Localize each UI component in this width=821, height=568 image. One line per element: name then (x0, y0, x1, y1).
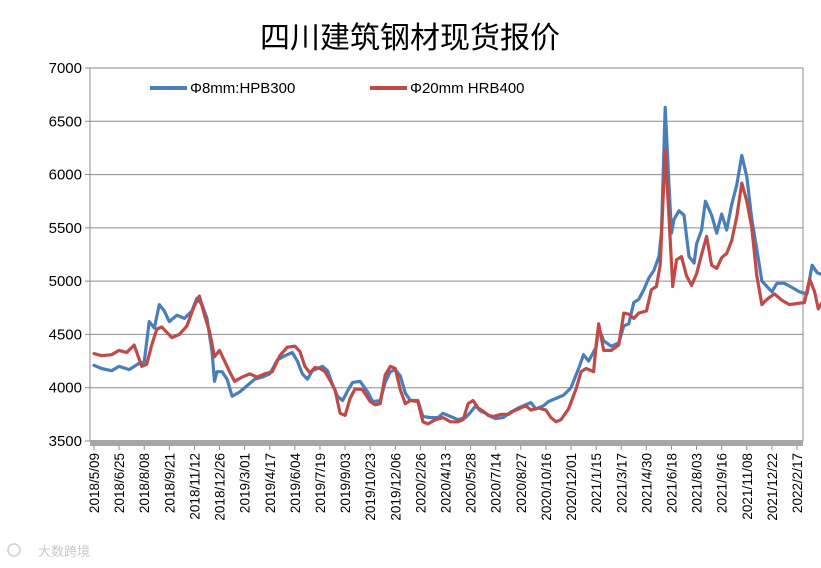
axes: 7000 6500 6000 5500 5000 4500 4000 3500 2018/5/0… (49, 60, 805, 521)
legend: Φ8mm:HPB300 Φ20mm HRB400 (150, 80, 525, 97)
x-tick-label: 2018/9/21 (162, 453, 177, 513)
legend-label-series-2: Φ20mm HRB400 (410, 80, 525, 97)
x-tick-label: 2019/9/03 (338, 453, 353, 513)
x-tick-label: 2019/7/19 (313, 453, 328, 513)
watermark-logo-icon (7, 543, 21, 557)
y-tick-label: 4500 (49, 326, 82, 343)
x-tick-label: 2021/12/22 (765, 453, 780, 521)
x-tick-label: 2020/4/13 (439, 453, 454, 513)
x-tick-label: 2021/8/03 (690, 453, 705, 513)
x-tick-label: 2021/4/30 (639, 453, 654, 513)
x-tick-label: 2021/6/18 (664, 453, 679, 513)
x-tick-label: 2019/3/01 (238, 453, 253, 513)
gridlines (90, 67, 803, 389)
x-tick-label: 2019/12/06 (388, 453, 403, 521)
y-tick-label: 4000 (49, 380, 82, 397)
x-tick-label: 2020/12/01 (564, 453, 579, 521)
x-tick-label: 2018/6/25 (112, 453, 127, 513)
y-tick-label: 5000 (49, 273, 82, 290)
x-tick-label: 2022/2/17 (790, 453, 805, 513)
x-tick-label: 2021/1/15 (589, 453, 604, 513)
x-axis-baseline (90, 440, 803, 446)
x-tick-label: 2019/4/17 (263, 453, 278, 513)
series-lines (92, 105, 821, 426)
x-tick-label: 2020/2/26 (413, 453, 428, 513)
x-tick-label: 2020/10/16 (539, 453, 554, 521)
y-tick-label: 7000 (49, 60, 82, 77)
x-tick-label: 2020/7/14 (489, 453, 504, 514)
x-tick-label: 2020/5/28 (464, 453, 479, 513)
y-tick-label: 6500 (49, 113, 82, 130)
x-tick-label: 2021/9/16 (715, 453, 730, 513)
chart-title: 四川建筑钢材现货报价 (260, 21, 560, 56)
x-tick-label: 2018/11/12 (187, 453, 202, 520)
y-tick-label: 6000 (49, 167, 82, 184)
watermark: 大数跨境 (7, 543, 90, 560)
y-tick-label: 3500 (49, 433, 82, 450)
y-tick-label: 5500 (49, 220, 82, 237)
legend-label-series-1: Φ8mm:HPB300 (190, 80, 295, 97)
x-tick-label: 2021/3/17 (614, 453, 629, 513)
watermark-text: 大数跨境 (38, 545, 90, 560)
x-tick-label: 2018/8/08 (137, 453, 152, 513)
x-tick-label: 2021/11/08 (740, 453, 755, 520)
x-tick-label: 2019/10/23 (363, 453, 378, 521)
x-tick-label: 2018/5/09 (87, 453, 102, 513)
x-tick-label: 2019/6/04 (288, 453, 303, 514)
x-tick-label: 2020/8/27 (514, 453, 529, 513)
x-tick-label: 2018/12/26 (213, 453, 228, 521)
series-line-2 (92, 148, 821, 426)
